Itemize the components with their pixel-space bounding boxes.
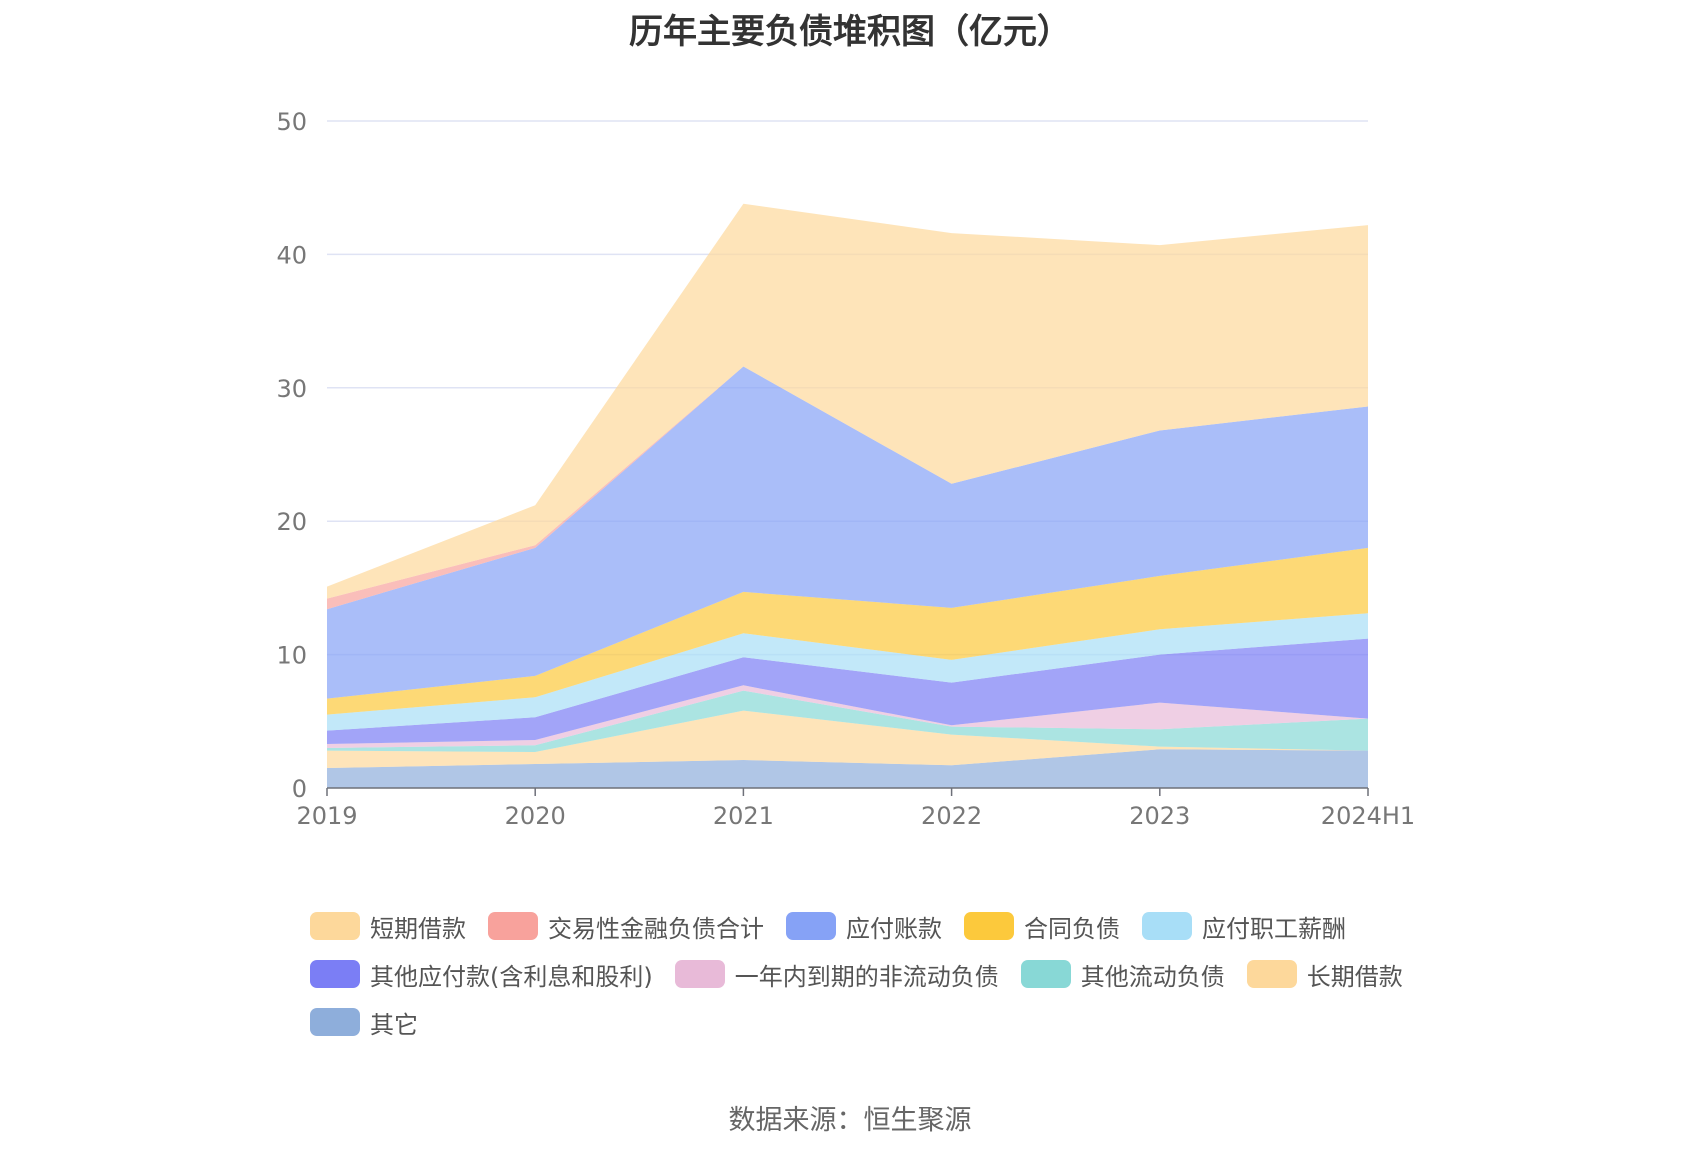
area-series[interactable]: 合同负债 — [327, 547, 1368, 715]
x-tick-label: 2024H1 — [1321, 802, 1415, 830]
legend-swatch — [310, 912, 360, 940]
x-tick-label: 2022 — [921, 802, 982, 830]
legend-label: 其他流动负债 — [1080, 962, 1225, 991]
legend-swatch — [786, 912, 836, 940]
legend-label: 一年内到期的非流动负债 — [734, 962, 999, 991]
y-tick-label: 20 — [276, 508, 307, 536]
legend-item-trading-financial-liabilities[interactable]: 交易性金融负债合计 — [488, 909, 764, 944]
legend-swatch — [964, 912, 1014, 940]
legend-label: 交易性金融负债合计 — [548, 914, 764, 943]
y-tick-label: 10 — [276, 642, 307, 670]
x-tick-label: 2020 — [505, 802, 566, 830]
legend-item-other[interactable]: 其它 — [310, 1005, 418, 1040]
area-series[interactable]: 短期借款 — [327, 203, 1368, 599]
legend-label: 合同负债 — [1024, 914, 1120, 943]
area-series[interactable]: 应付职工薪酬 — [327, 613, 1368, 731]
chart-legend: 短期借款 交易性金融负债合计 应付账款 合同负债 应付职工薪酬 其他应付款(含利… — [310, 902, 1430, 1046]
legend-item-long-term-loans[interactable]: 长期借款 — [1246, 957, 1403, 992]
area-series[interactable]: 其他流动负债 — [327, 690, 1368, 752]
legend-swatch — [310, 1008, 360, 1036]
legend-swatch — [674, 960, 725, 988]
legend-label: 其他应付款(含利息和股利) — [370, 962, 653, 991]
x-tick-label: 2021 — [713, 802, 774, 830]
legend-swatch — [1020, 960, 1071, 988]
y-tick-label: 30 — [276, 375, 307, 403]
legend-item-short-term-loans[interactable]: 短期借款 — [310, 909, 466, 944]
data-source-note: 数据来源：恒生聚源 — [728, 1105, 972, 1136]
chart-title: 历年主要负债堆积图（亿元） — [629, 12, 1071, 52]
area-series[interactable]: 其它 — [327, 749, 1368, 788]
legend-item-other-current-liabilities[interactable]: 其他流动负债 — [1020, 957, 1225, 992]
area-series[interactable]: 长期借款 — [327, 710, 1368, 768]
legend-swatch — [488, 912, 538, 940]
legend-item-payroll-payable[interactable]: 应付职工薪酬 — [1142, 909, 1346, 944]
axes: 0 10 20 30 40 50 2019 2020 2021 2022 2023 2024H1 — [276, 108, 1415, 830]
legend-label: 应付职工薪酬 — [1202, 914, 1346, 943]
legend-row: 短期借款 交易性金融负债合计 应付账款 合同负债 应付职工薪酬 — [310, 902, 1430, 950]
legend-label: 短期借款 — [370, 914, 466, 943]
legend-swatch — [310, 960, 360, 988]
legend-label: 长期借款 — [1306, 962, 1403, 991]
legend-item-contract-liabilities[interactable]: 合同负债 — [964, 909, 1120, 944]
stacked-area-chart: 其它长期借款其他流动负债一年内到期的非流动负债其他应付款(含利息和股利)应付职工… — [276, 108, 1415, 830]
legend-row: 其它 — [310, 998, 1430, 1046]
area-series[interactable]: 一年内到期的非流动负债 — [327, 685, 1368, 748]
legend-swatch — [1142, 912, 1192, 940]
area-series[interactable]: 其他应付款(含利息和股利) — [327, 638, 1368, 744]
y-tick-label: 50 — [276, 108, 307, 136]
legend-label: 应付账款 — [846, 914, 942, 943]
legend-row: 其他应付款(含利息和股利) 一年内到期的非流动负债 其他流动负债 长期借款 — [310, 950, 1430, 998]
y-tick-label: 0 — [292, 775, 307, 803]
legend-item-current-portion-noncurrent[interactable]: 一年内到期的非流动负债 — [674, 957, 999, 992]
legend-swatch — [1246, 960, 1297, 988]
x-tick-label: 2023 — [1129, 802, 1190, 830]
area-series-layer: 其它长期借款其他流动负债一年内到期的非流动负债其他应付款(含利息和股利)应付职工… — [327, 203, 1368, 788]
area-series[interactable]: 应付账款 — [327, 366, 1368, 699]
legend-item-other-payables[interactable]: 其他应付款(含利息和股利) — [310, 957, 653, 992]
x-tick-label: 2019 — [296, 802, 357, 830]
legend-label: 其它 — [370, 1010, 418, 1039]
legend-item-accounts-payable[interactable]: 应付账款 — [786, 909, 942, 944]
y-tick-label: 40 — [276, 241, 307, 269]
